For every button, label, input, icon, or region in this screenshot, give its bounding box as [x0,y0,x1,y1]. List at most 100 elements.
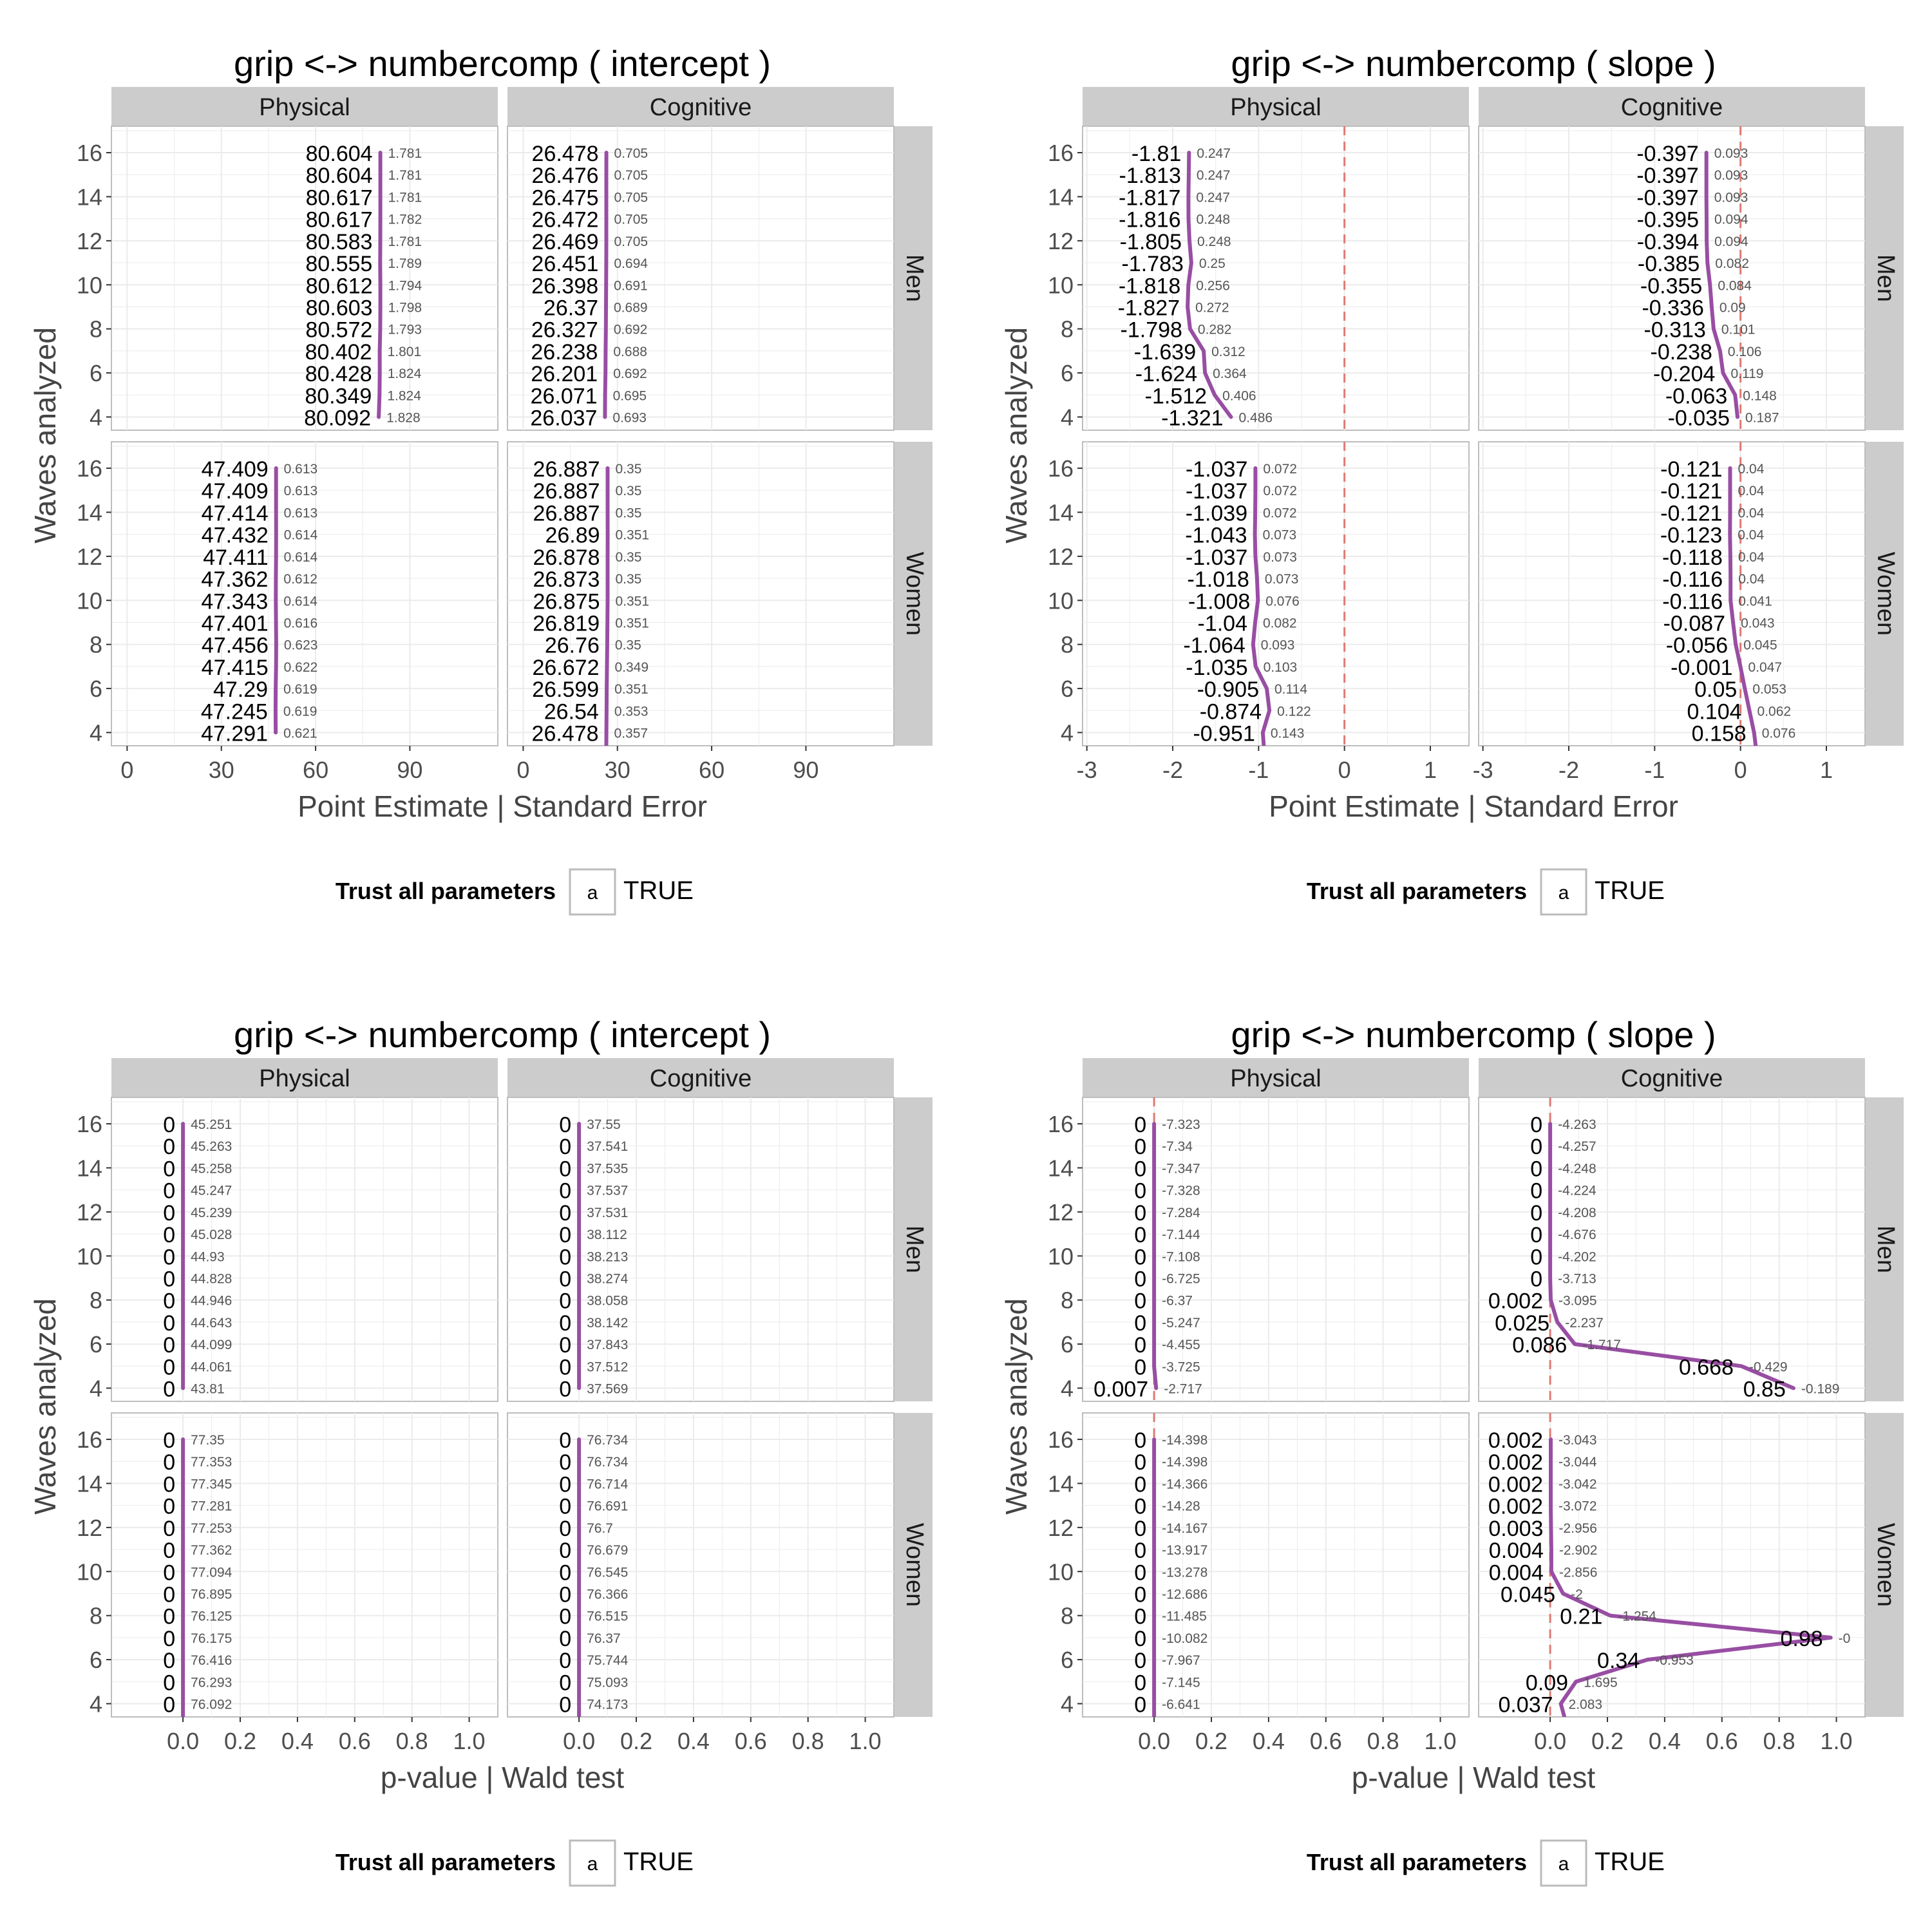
point-estimate-label: -0.397 [1636,185,1698,210]
point-estimate-label: 47.29 [213,677,268,702]
point-estimate-label: 80.428 [305,362,372,386]
point-estimate-label: -0.001 [1671,656,1732,680]
secondary-value-label: 0.093 [1714,190,1748,205]
secondary-value-label: 0.073 [1263,528,1297,543]
secondary-value-label: -14.366 [1162,1477,1208,1492]
point-estimate-label: -0.123 [1660,524,1722,548]
secondary-value-label: 76.293 [191,1675,232,1690]
column-strip [1083,87,1469,126]
y-tick-label: 12 [77,1515,102,1541]
secondary-value-label: 76.545 [587,1565,628,1580]
point-estimate-label: 0.025 [1495,1311,1549,1336]
point-estimate-label: 0 [559,1428,571,1453]
y-tick-label: 16 [77,1111,102,1137]
point-estimate-label: 47.409 [202,479,269,504]
secondary-value-label: 76.679 [587,1543,628,1558]
x-tick-label: 1.0 [1425,1728,1457,1754]
row-strip [894,1097,933,1401]
secondary-value-label: 0.248 [1197,213,1231,227]
x-tick-label: 60 [699,757,724,783]
point-estimate-label: 47.411 [203,545,268,570]
secondary-value-label: 0.119 [1730,366,1763,381]
panel-frame [111,441,498,746]
point-estimate-label: 47.414 [202,501,269,526]
secondary-value-label: 0.614 [284,550,318,565]
point-estimate-label: 0 [163,1135,175,1159]
point-estimate-label: -0.397 [1636,164,1698,188]
secondary-value-label: -2.956 [1558,1521,1597,1536]
secondary-value-label: 0.486 [1239,410,1273,425]
x-tick-label: 0.0 [167,1728,199,1754]
point-estimate-label: 0.189 [1694,744,1749,768]
secondary-value-label: 0.09 [1719,300,1746,315]
secondary-value-label: 0.073 [1263,550,1297,565]
secondary-value-label: 0.04 [1738,572,1765,587]
legend-value: TRUE [1595,1848,1665,1876]
secondary-value-label: -4.224 [1558,1184,1596,1198]
point-estimate-label: 0 [163,1157,175,1181]
chart-2: grip <-> numbercomp ( slope ) Physical Cog… [999,43,1904,916]
x-axis-title: Point Estimate | Standard Error [298,790,707,823]
point-estimate-label: 0 [163,1560,175,1585]
secondary-value-label: 0.35 [616,506,642,520]
secondary-value-label: 0.093 [1714,168,1748,183]
point-estimate-label: 0 [1530,1179,1542,1204]
y-tick-label: 8 [90,1603,102,1629]
point-estimate-label: 0.668 [1679,1355,1734,1379]
secondary-value-label: 76.714 [587,1477,629,1492]
panel-frame [1082,1412,1470,1718]
secondary-value-label: 0.072 [1263,462,1297,477]
point-estimate-label: 0 [1134,1245,1146,1269]
x-tick-label: 0 [1338,757,1351,783]
secondary-value-label: 0.705 [614,213,649,227]
legend-value: TRUE [623,876,694,905]
secondary-value-label: 37.537 [587,1184,628,1198]
secondary-value-label: 0.093 [1714,146,1748,161]
point-estimate-label: 0 [559,1605,571,1629]
row-strip-label: Men [901,1226,928,1273]
secondary-value-label: 0.612 [283,572,317,587]
secondary-value-label: 0.25 [1199,256,1226,271]
secondary-value-label: 0.689 [614,300,648,315]
point-estimate-label: 26.037 [530,406,597,430]
point-estimate-label: -1.037 [1186,545,1247,570]
point-estimate-label: 0 [1530,1157,1542,1181]
point-estimate-label: 0 [559,1311,571,1336]
secondary-value-label: 0.705 [614,168,649,183]
secondary-value-label: 0.613 [284,506,318,520]
legend-value: TRUE [1595,876,1665,905]
point-estimate-label: 80.612 [306,274,373,298]
secondary-value-label: -7.34 [1162,1139,1193,1154]
panel-frame [1082,126,1470,431]
point-estimate-label: 26.887 [533,457,600,482]
secondary-value-label: 0.688 [613,345,647,359]
secondary-value-label: 0.282 [1198,323,1232,337]
x-tick-label: -2 [1558,757,1579,783]
secondary-value-label: 0.705 [614,190,649,205]
point-estimate-label: 0 [559,1649,571,1673]
point-estimate-label: 0 [1134,1582,1146,1607]
y-tick-label: 16 [1048,455,1074,482]
secondary-value-label: 0.047 [1748,660,1783,675]
panel-frame [1082,441,1470,746]
column-strip [111,87,498,126]
point-estimate-label: 26.238 [531,340,598,365]
point-estimate-label: 0 [1530,1135,1542,1159]
y-tick-label: 6 [1061,360,1074,386]
point-estimate-label: 0 [559,1333,571,1358]
point-estimate-label: -0.905 [1197,677,1259,702]
legend-title: Trust all parameters [336,1849,556,1875]
y-tick-label: 12 [77,544,102,570]
column-strip [1479,87,1865,126]
point-estimate-label: 0.98 [1780,1627,1823,1651]
secondary-value-label: 1.781 [388,234,422,249]
point-estimate-label: 47.409 [202,457,269,482]
secondary-value-label: 0.093 [1261,638,1295,653]
point-estimate-label: 0 [559,1560,571,1585]
series-line [377,151,383,419]
y-tick-label: 12 [77,228,102,254]
panel-frame [1082,1097,1470,1402]
secondary-value-label: 0.35 [616,462,642,477]
point-estimate-label: 80.092 [304,406,371,430]
secondary-value-label: 44.061 [191,1359,232,1374]
